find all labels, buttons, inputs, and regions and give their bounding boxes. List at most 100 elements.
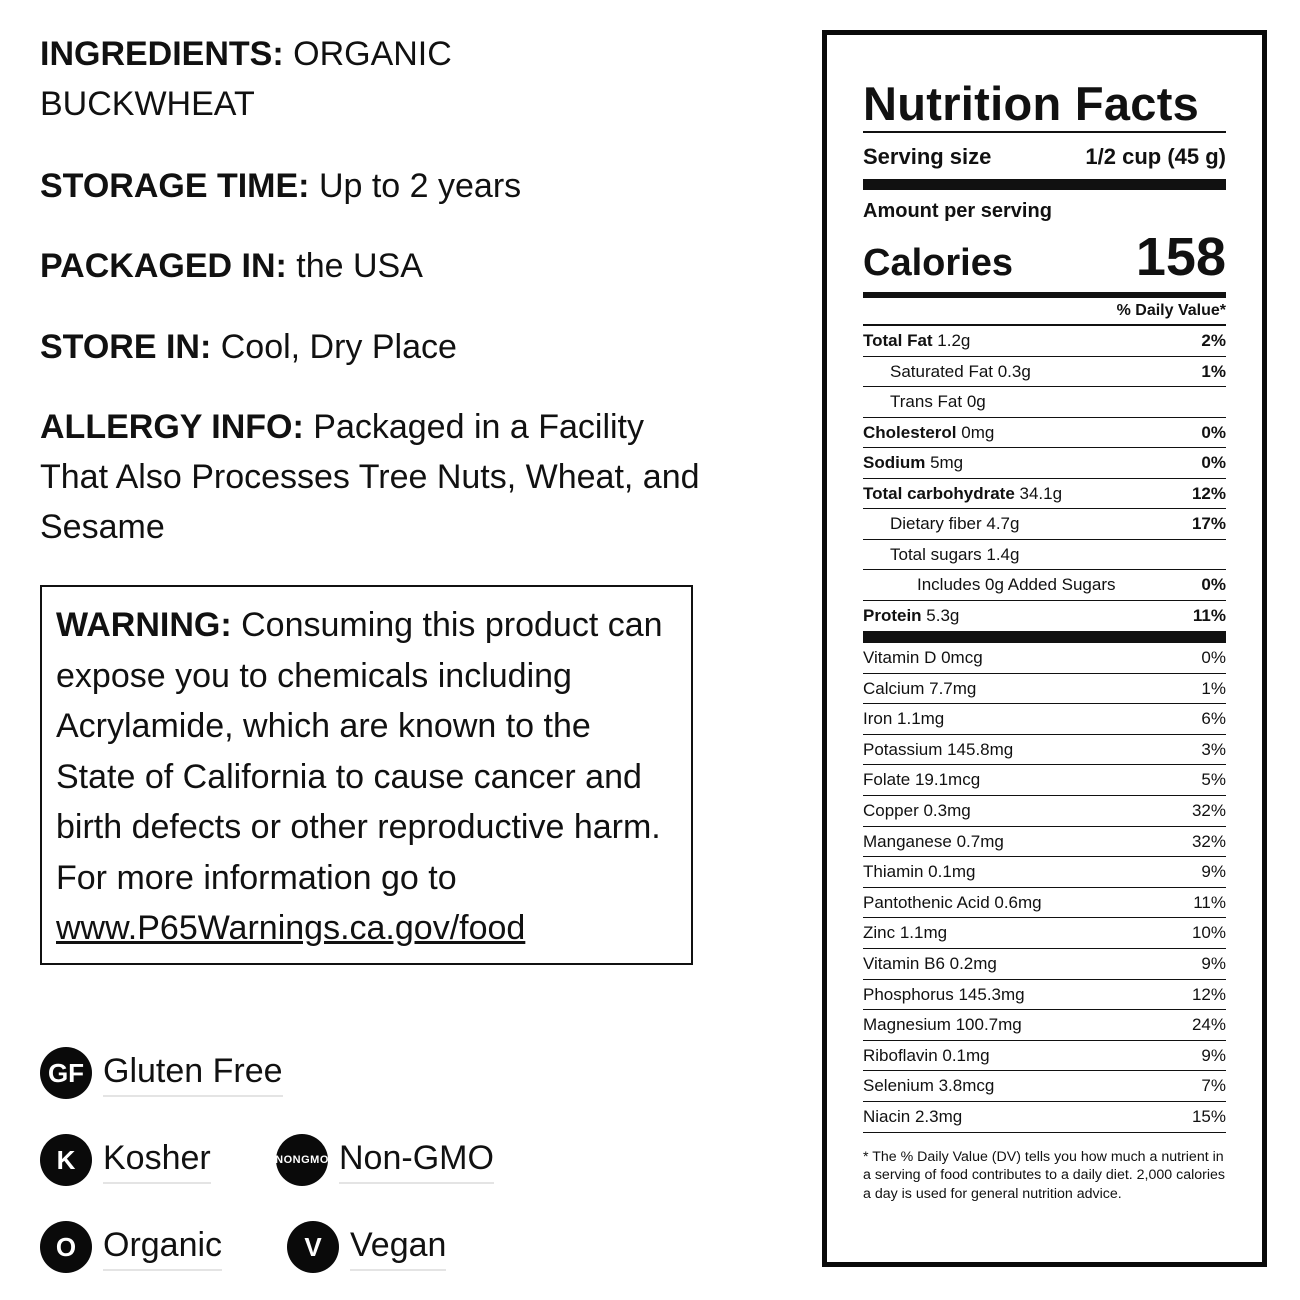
nutrient-name: Cholesterol 0mg	[863, 418, 994, 448]
vitamin-name: Copper 0.3mg	[863, 800, 971, 820]
nutrient-row: Trans Fat 0g	[863, 387, 1226, 418]
vitamin-name: Riboflavin 0.1mg	[863, 1045, 990, 1065]
vitamin-row: Niacin 2.3mg 15%	[863, 1102, 1226, 1133]
vitamin-daily-value: 32%	[1191, 831, 1226, 851]
nutrient-name: Total Fat 1.2g	[863, 326, 970, 356]
vitamin-row: Manganese 0.7mg 32%	[863, 827, 1226, 858]
vitamin-name: Phosphorus 145.3mg	[863, 984, 1025, 1004]
vitamin-row: Magnesium 100.7mg 24%	[863, 1010, 1226, 1041]
kosher-badge: K Kosher	[40, 1134, 211, 1186]
vitamin-daily-value: 0%	[1201, 648, 1226, 667]
non-gmo-mark-bottom: GMO	[301, 1153, 329, 1166]
vitamin-daily-value: 9%	[1201, 1045, 1226, 1065]
vitamin-row: Phosphorus 145.3mg 12%	[863, 980, 1226, 1011]
vitamin-row: Zinc 1.1mg 10%	[863, 918, 1226, 949]
nutrient-name: Protein 5.3g	[863, 601, 959, 632]
store-in-text: STORE IN: Cool, Dry Place	[40, 322, 457, 372]
warning-text: Consuming this product can expose you to…	[56, 606, 663, 897]
vitamin-name: Calcium 7.7mg	[863, 678, 977, 698]
vitamin-row: Vitamin D 0mcg 0%	[863, 643, 1226, 674]
vitamin-daily-value: 5%	[1201, 770, 1226, 790]
vitamin-row: Riboflavin 0.1mg 9%	[863, 1041, 1226, 1072]
vitamin-name: Iron 1.1mg	[863, 709, 945, 729]
storage-time-label: STORAGE TIME:	[40, 167, 310, 205]
vitamin-row: Vitamin B6 0.2mg 9%	[863, 949, 1226, 980]
vitamin-daily-value: 12%	[1191, 984, 1226, 1004]
serving-size-row: Serving size 1/2 cup (45 g)	[863, 135, 1226, 179]
gf-icon: GF	[40, 1047, 92, 1099]
vitamin-daily-value: 3%	[1201, 739, 1226, 759]
vitamin-name: Folate 19.1mcg	[863, 770, 981, 790]
storage-time-value: Up to 2 years	[309, 167, 522, 205]
organic-label: Organic	[103, 1223, 223, 1271]
vitamin-row: Calcium 7.7mg 1%	[863, 674, 1226, 705]
non-gmo-badge: NON GMO Non-GMO	[275, 1134, 494, 1186]
allergy-info-label: ALLERGY INFO:	[40, 408, 304, 446]
nutrient-daily-value: 0%	[1201, 453, 1226, 472]
divider-medium	[863, 292, 1226, 298]
divider-thick	[863, 179, 1226, 190]
vitamin-row: Copper 0.3mg 32%	[863, 796, 1226, 827]
divider	[863, 324, 1226, 326]
amount-per-serving: Amount per serving	[863, 200, 1052, 222]
nutrient-name: Includes 0g Added Sugars	[917, 575, 1116, 594]
nutrient-amount: 34.1g	[1014, 483, 1063, 503]
nutrient-amount: 0mg	[956, 422, 995, 442]
kosher-label: Kosher	[103, 1136, 211, 1184]
divider-heavy	[863, 631, 1226, 643]
nutrient-name: Saturated Fat 0.3g	[890, 361, 1031, 381]
nutrient-row: Includes 0g Added Sugars 0%	[863, 570, 1226, 601]
nutrient-daily-value: 17%	[1191, 514, 1226, 533]
warning-label: WARNING:	[56, 606, 232, 644]
packaged-in-value: the USA	[286, 247, 423, 285]
gluten-free-badge: GF Gluten Free	[40, 1047, 283, 1099]
vitamin-name: Vitamin B6 0.2mg	[863, 953, 997, 973]
allergy-info-text: ALLERGY INFO: Packaged in a Facility Tha…	[40, 402, 700, 552]
serving-size-label: Serving size	[863, 144, 992, 169]
vitamin-name: Vitamin D 0mcg	[863, 648, 983, 667]
non-gmo-icon: NON GMO	[275, 1134, 329, 1186]
vitamin-row: Thiamin 0.1mg 9%	[863, 857, 1226, 888]
vitamin-name: Manganese 0.7mg	[863, 831, 1004, 851]
organic-icon: O	[40, 1221, 92, 1273]
daily-value-header: % Daily Value*	[1116, 302, 1226, 319]
packaged-in-label: PACKAGED IN:	[40, 247, 287, 285]
vegan-icon: V	[287, 1221, 339, 1273]
calories-label: Calories	[863, 242, 1013, 284]
vitamin-daily-value: 10%	[1191, 923, 1226, 943]
daily-value-footnote: * The % Daily Value (DV) tells you how m…	[863, 1148, 1225, 1202]
nutrient-daily-value: 11%	[1192, 605, 1226, 625]
nutrient-row: Dietary fiber 4.7g 17%	[863, 509, 1226, 540]
vitamin-name: Pantothenic Acid 0.6mg	[863, 892, 1042, 912]
storage-time-text: STORAGE TIME: Up to 2 years	[40, 161, 521, 211]
calories-row: Calories 158	[863, 226, 1226, 292]
nutrient-name: Total sugars 1.4g	[890, 544, 1020, 564]
vitamin-name: Potassium 145.8mg	[863, 739, 1014, 759]
serving-size-value: 1/2 cup (45 g)	[1085, 144, 1226, 169]
nutrition-facts-panel: Nutrition Facts Serving size 1/2 cup (45…	[822, 30, 1267, 1267]
nutrient-name-bold: Sodium	[863, 453, 926, 472]
vitamin-daily-value: 32%	[1191, 800, 1226, 820]
nutrient-name: Sodium 5mg	[863, 448, 963, 478]
nutrient-amount: 5.3g	[921, 605, 960, 625]
vegan-badge: V Vegan	[287, 1221, 447, 1273]
vitamin-name: Niacin 2.3mg	[863, 1106, 963, 1126]
p65-warnings-link[interactable]: www.P65Warnings.ca.gov/food	[56, 909, 526, 947]
vegan-label: Vegan	[350, 1223, 447, 1271]
nutrient-daily-value: 1%	[1201, 361, 1226, 381]
vitamin-row: Pantothenic Acid 0.6mg 11%	[863, 888, 1226, 919]
allergy-info-value: Packaged in a Facility That Also Process…	[40, 408, 700, 546]
organic-badge: O Organic	[40, 1221, 223, 1273]
nutrient-rows: Total Fat 1.2g 2% Saturated Fat 0.3g 1% Tran…	[863, 326, 1226, 631]
non-gmo-label: Non-GMO	[339, 1136, 494, 1184]
vitamin-mineral-rows: Vitamin D 0mcg 0% Calcium 7.7mg 1% Iron 1.1m…	[863, 643, 1226, 1133]
vitamin-name: Zinc 1.1mg	[863, 923, 948, 943]
vitamin-daily-value: 9%	[1201, 862, 1226, 882]
vitamin-daily-value: 7%	[1201, 1076, 1226, 1096]
vitamin-row: Potassium 145.8mg 3%	[863, 735, 1226, 766]
store-in-label: STORE IN:	[40, 328, 212, 366]
nutrient-daily-value: 0%	[1201, 575, 1226, 594]
gluten-free-label: Gluten Free	[103, 1049, 283, 1097]
vitamin-daily-value: 9%	[1201, 953, 1226, 973]
nutrient-name-bold: Total Fat	[863, 331, 933, 350]
